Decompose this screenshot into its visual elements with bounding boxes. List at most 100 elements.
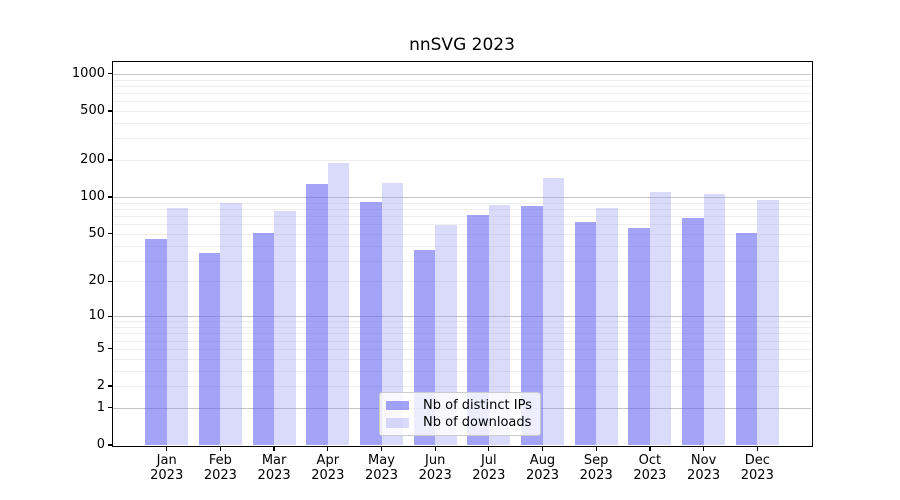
x-tick-label: Jan 2023: [150, 453, 184, 483]
gridline-minor: [113, 101, 811, 103]
x-tick-mark: [166, 446, 168, 451]
bar-downloads: [596, 208, 618, 445]
bar-distinct-ips: [198, 252, 221, 445]
gridline-minor: [113, 93, 811, 94]
x-tick-mark: [541, 446, 544, 451]
y-tick-mark: [108, 385, 113, 387]
bar-distinct-ips: [574, 222, 597, 445]
y-tick-label: 100: [80, 189, 105, 205]
x-tick-mark: [327, 446, 329, 451]
x-tick-mark: [434, 446, 436, 451]
gridline-minor: [113, 327, 811, 328]
gridline-minor: [113, 260, 811, 262]
gridline-minor: [113, 281, 811, 283]
gridline-minor: [113, 111, 811, 112]
gridline-minor: [113, 224, 811, 226]
x-tick-label: Aug 2023: [525, 453, 560, 483]
gridline-minor: [113, 370, 811, 372]
bar-distinct-ips: [145, 239, 167, 445]
y-tick-mark: [108, 280, 113, 283]
gridline-minor: [113, 216, 811, 217]
x-tick-label: Dec 2023: [740, 453, 774, 483]
gridline-minor: [113, 123, 811, 124]
bar-distinct-ips: [360, 201, 382, 445]
x-tick-label: Apr 2023: [311, 453, 345, 483]
x-tick-mark: [756, 446, 758, 451]
gridline-major: [113, 197, 811, 199]
bar-downloads: [166, 208, 189, 445]
bar-downloads: [327, 162, 350, 445]
x-tick-label: Jul 2023: [472, 453, 506, 483]
bar-downloads: [435, 225, 457, 445]
gridline-minor: [113, 358, 811, 360]
x-tick-label: Feb 2023: [203, 453, 237, 483]
y-tick-label: 1000: [71, 65, 105, 81]
legend-item-distinct-ips: Nb of distinct IPs: [386, 397, 532, 414]
bar-distinct-ips: [467, 214, 489, 445]
y-tick-label: 50: [88, 225, 105, 241]
x-tick-mark: [273, 446, 275, 451]
gridline-minor: [113, 138, 811, 140]
y-tick-mark: [108, 110, 113, 112]
plot-area: [113, 62, 811, 445]
bar-distinct-ips: [628, 227, 650, 445]
legend: Nb of distinct IPs Nb of downloads: [379, 392, 541, 436]
bar-downloads: [757, 199, 779, 445]
x-tick-label: Nov 2023: [687, 453, 721, 483]
bar-downloads: [649, 191, 672, 445]
x-tick-mark: [649, 446, 651, 451]
y-tick-label: 20: [88, 273, 105, 289]
bar-distinct-ips: [252, 232, 275, 445]
y-tick-mark: [108, 233, 113, 235]
gridline-minor: [113, 386, 811, 387]
x-tick-label: Oct 2023: [633, 453, 667, 483]
x-tick-mark: [595, 446, 597, 451]
bar-downloads: [381, 183, 403, 445]
bar-distinct-ips: [306, 184, 328, 445]
x-tick-label: Mar 2023: [257, 453, 291, 483]
y-tick-label: 500: [80, 103, 105, 118]
y-tick-mark: [108, 348, 113, 350]
y-tick-mark: [108, 196, 113, 198]
distinct-ips-swatch: [386, 400, 409, 410]
y-tick-mark: [108, 444, 113, 446]
bar-distinct-ips: [735, 232, 758, 445]
x-tick-label: Jun 2023: [418, 453, 452, 483]
x-tick-mark: [380, 446, 383, 451]
gridline-minor: [113, 233, 811, 235]
bar-downloads: [542, 177, 564, 445]
y-tick-mark: [108, 159, 113, 161]
gridline-minor: [113, 85, 811, 87]
legend-item-downloads: Nb of downloads: [386, 415, 532, 432]
y-tick-mark: [108, 73, 113, 75]
gridline-minor: [113, 245, 811, 247]
y-tick-label: 200: [80, 152, 105, 168]
bar-downloads: [488, 204, 511, 445]
bar-downloads: [220, 203, 242, 445]
bar-downloads: [703, 193, 726, 445]
gridline-major: [113, 316, 811, 318]
gridline-minor: [113, 160, 811, 162]
y-tick-label: 2: [96, 378, 105, 393]
legend-label-downloads: Nb of downloads: [423, 415, 532, 431]
y-tick-label: 5: [96, 340, 105, 356]
x-tick-label: Sep 2023: [579, 453, 613, 483]
gridline-minor: [113, 202, 811, 204]
gridline-minor: [113, 208, 811, 210]
y-tick-mark: [108, 315, 113, 317]
gridline-minor: [113, 321, 811, 323]
x-tick-mark: [703, 446, 705, 451]
gridline-minor: [113, 348, 811, 350]
y-tick-label: 1: [96, 399, 105, 415]
bar-distinct-ips: [521, 205, 543, 445]
bar-distinct-ips: [682, 218, 704, 445]
bar-downloads: [274, 210, 296, 445]
gridline-minor: [113, 340, 811, 342]
x-tick-mark: [488, 446, 490, 451]
chart-title: nnSVG 2023: [409, 35, 515, 55]
y-tick-mark: [108, 407, 113, 409]
y-tick-label: 10: [88, 308, 105, 324]
x-tick-label: May 2023: [364, 453, 399, 483]
gridline-minor: [113, 79, 811, 81]
